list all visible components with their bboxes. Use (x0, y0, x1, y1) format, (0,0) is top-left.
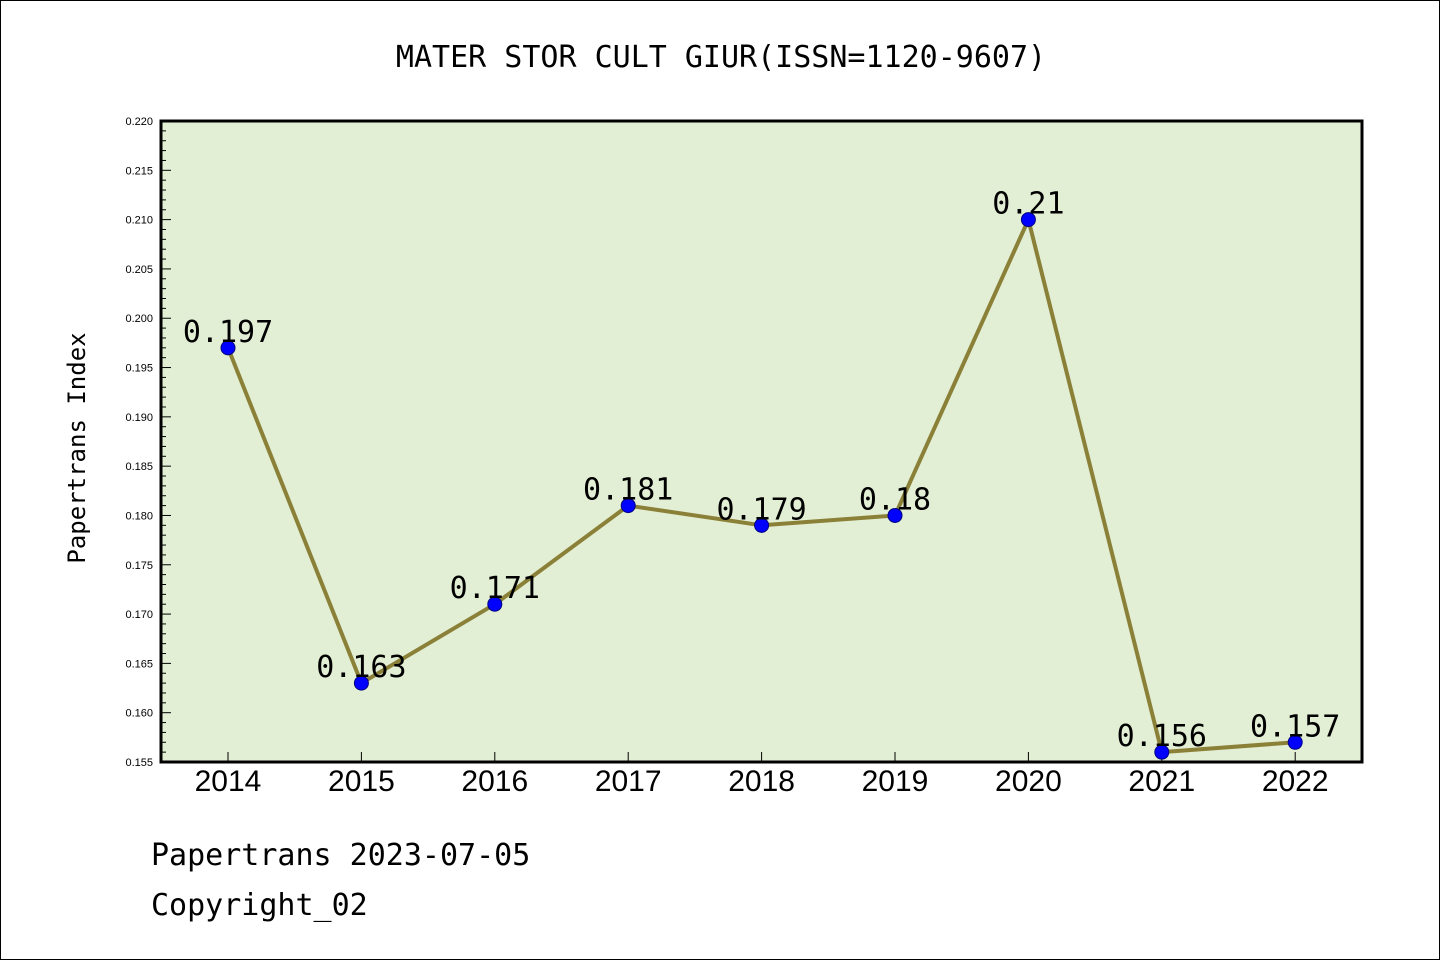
data-point (887, 507, 903, 523)
x-tick-label: 2020 (995, 765, 1062, 798)
data-label: 0.181 (583, 473, 673, 508)
y-tick-label: 0.205 (125, 264, 153, 276)
y-tick-label: 0.220 (125, 116, 153, 128)
data-label: 0.197 (183, 315, 273, 350)
y-axis: 0.155 0.160 0.165 0.170 0.175 0.180 0.185 0.190… (125, 116, 171, 769)
y-axis-label: Papertrans Index (63, 332, 91, 563)
y-tick-label: 0.215 (125, 165, 153, 177)
y-tick-label: 0.170 (125, 609, 153, 621)
data-label: 0.163 (316, 650, 406, 685)
data-point (1287, 734, 1303, 750)
x-tick-label: 2018 (728, 765, 795, 798)
y-tick-label: 0.155 (125, 757, 153, 769)
data-points (220, 212, 1303, 760)
data-label: 0.179 (716, 492, 806, 527)
x-tick-label: 2019 (862, 765, 929, 798)
chart-title: MATER STOR CULT GIUR(ISSN=1120-9607) (396, 40, 1046, 75)
footer-date: Papertrans 2023-07-05 (151, 838, 530, 873)
data-labels: 0.197 0.163 0.171 0.181 0.179 0.18 0.21 0.156 0.… (183, 187, 1341, 755)
data-point (220, 340, 236, 356)
data-label: 0.21 (992, 187, 1064, 222)
y-tick-label: 0.210 (125, 215, 153, 227)
data-point (487, 596, 503, 612)
data-point (1154, 744, 1170, 760)
x-tick-label: 2015 (328, 765, 395, 798)
data-point (620, 498, 636, 514)
y-tick-label: 0.175 (125, 560, 153, 572)
x-tick-label: 2017 (595, 765, 662, 798)
y-tick-label: 0.200 (125, 313, 153, 325)
data-label: 0.18 (859, 482, 931, 517)
x-tick-label: 2021 (1128, 765, 1195, 798)
y-tick-label: 0.180 (125, 510, 153, 522)
x-tick-label: 2014 (195, 765, 262, 798)
data-label: 0.157 (1250, 709, 1340, 744)
y-tick-label: 0.195 (125, 363, 153, 375)
plot-area (159, 119, 1364, 764)
data-point (1020, 212, 1036, 228)
data-label: 0.171 (450, 571, 540, 606)
data-point (353, 675, 369, 691)
y-tick-label: 0.190 (125, 412, 153, 424)
data-point (754, 517, 770, 533)
x-axis: 2014 2015 2016 2017 2018 2019 2020 2021 2022 (195, 752, 1329, 798)
x-tick-label: 2016 (461, 765, 528, 798)
y-tick-label: 0.160 (125, 708, 153, 720)
x-tick-label: 2022 (1262, 765, 1329, 798)
y-tick-label: 0.165 (125, 658, 153, 670)
y-tick-label: 0.185 (125, 461, 153, 473)
data-label: 0.156 (1117, 719, 1207, 754)
footer-copyright: Copyright_02 (151, 888, 368, 923)
